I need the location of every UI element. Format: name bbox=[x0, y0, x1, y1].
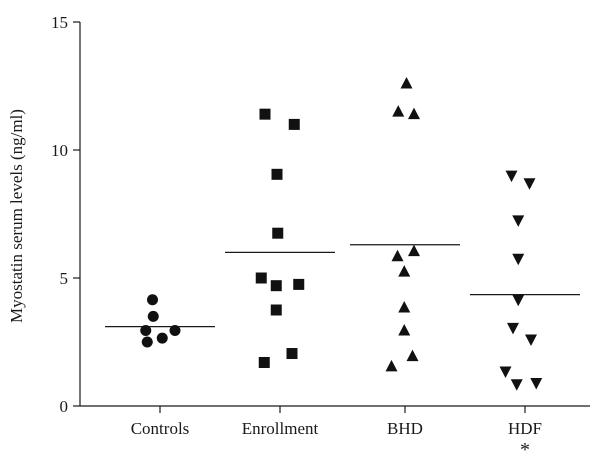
data-point-square bbox=[293, 278, 305, 290]
x-tick-label: Enrollment bbox=[242, 419, 319, 438]
y-tick-label: 0 bbox=[60, 397, 69, 416]
x-tick-label: BHD bbox=[387, 419, 423, 438]
significance-asterisk: * bbox=[520, 439, 530, 456]
y-tick-label: 5 bbox=[60, 269, 69, 288]
x-tick-label: Controls bbox=[131, 419, 190, 438]
data-point-circle bbox=[147, 294, 158, 306]
y-tick-label: 15 bbox=[51, 13, 68, 32]
data-point-triangle-up bbox=[385, 359, 398, 372]
data-point-triangle-down bbox=[512, 215, 525, 227]
data-point-triangle-up bbox=[400, 76, 413, 89]
data-point-triangle-down bbox=[523, 178, 536, 190]
y-ticks: 0 5 10 15 bbox=[51, 13, 80, 416]
data-point-square bbox=[270, 280, 282, 292]
data-point-square bbox=[272, 227, 284, 239]
plot-area bbox=[105, 76, 580, 391]
data-point-triangle-up bbox=[398, 300, 411, 313]
data-point-circle bbox=[169, 324, 181, 336]
data-point-triangle-down bbox=[510, 379, 523, 391]
data-point-square bbox=[271, 168, 283, 180]
data-point-triangle-down bbox=[507, 322, 519, 335]
y-axis-label: Myostatin serum levels (ng/ml) bbox=[7, 109, 26, 323]
data-point-triangle-down bbox=[525, 334, 537, 346]
data-point-circle bbox=[141, 336, 153, 348]
data-point-triangle-up bbox=[398, 323, 411, 336]
y-tick-label: 10 bbox=[51, 141, 68, 160]
data-point-triangle-up bbox=[391, 249, 404, 262]
data-point-triangle-down bbox=[512, 253, 525, 266]
data-point-circle bbox=[156, 332, 168, 344]
x-axis: Controls Enrollment BHD HDF bbox=[80, 405, 590, 438]
x-tick-label: HDF bbox=[508, 419, 542, 438]
data-point-circle bbox=[147, 310, 159, 322]
data-point-square bbox=[288, 118, 300, 130]
data-point-square bbox=[270, 304, 282, 316]
data-point-triangle-up bbox=[408, 244, 420, 257]
data-point-triangle-down bbox=[530, 377, 543, 390]
data-point-triangle-up bbox=[406, 349, 419, 362]
data-point-square bbox=[259, 108, 271, 120]
data-point-square bbox=[255, 272, 267, 284]
data-point-triangle-up bbox=[392, 105, 405, 117]
data-point-triangle-down bbox=[499, 366, 512, 378]
data-point-triangle-up bbox=[398, 265, 411, 277]
data-point-circle bbox=[140, 324, 152, 336]
annotations: * bbox=[520, 439, 530, 456]
data-point-triangle-up bbox=[408, 107, 420, 120]
data-point-triangle-down bbox=[505, 170, 518, 183]
y-axis: 0 5 10 15 Myostatin serum levels (ng/ml) bbox=[7, 13, 81, 416]
data-point-square bbox=[286, 348, 298, 360]
x-ticks: Controls Enrollment BHD HDF bbox=[131, 406, 542, 438]
data-point-triangle-down bbox=[512, 294, 525, 307]
data-point-square bbox=[258, 356, 270, 368]
